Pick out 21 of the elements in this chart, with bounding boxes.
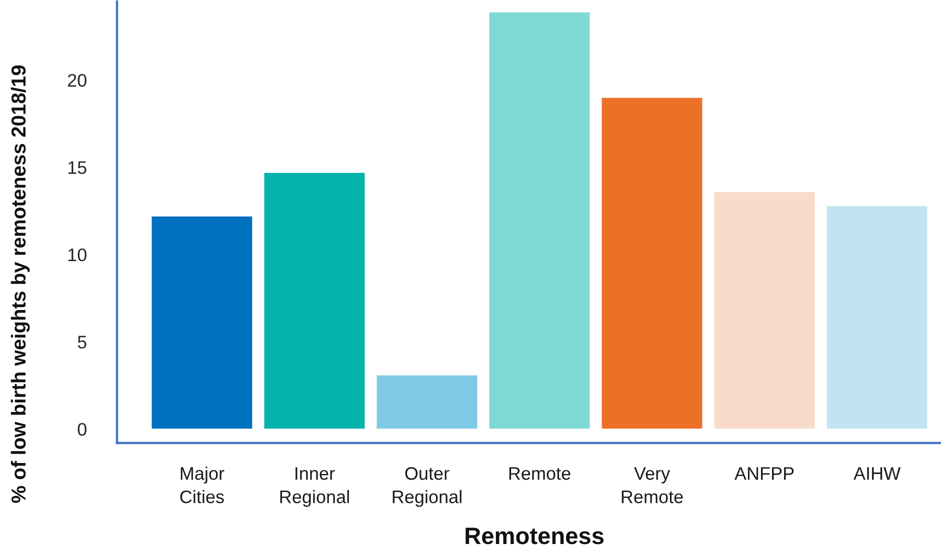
y-tick-label: 5 bbox=[78, 336, 86, 349]
bar bbox=[826, 205, 928, 430]
x-tick-label: Remote bbox=[509, 467, 570, 480]
bar bbox=[376, 374, 478, 430]
x-axis-title: Remoteness bbox=[466, 528, 604, 544]
x-tick-label: Major Cities bbox=[180, 466, 224, 504]
y-tick-label: 10 bbox=[68, 248, 86, 262]
y-tick-label: 15 bbox=[68, 161, 86, 174]
bar bbox=[150, 216, 254, 430]
x-tick-label: AIHW bbox=[854, 467, 901, 480]
x-tick-label: Very Remote bbox=[622, 467, 683, 504]
x-tick-label: Outer Regional bbox=[392, 467, 462, 507]
bar bbox=[600, 97, 704, 430]
bar bbox=[263, 172, 366, 430]
bar bbox=[488, 12, 591, 430]
bar bbox=[713, 191, 816, 430]
y-tick-label: 20 bbox=[68, 74, 86, 87]
x-tick-label: Inner Regional bbox=[280, 467, 349, 507]
y-axis-title: % of low birth weights by remoteness 2018/19 bbox=[10, 65, 30, 503]
x-tick-label: ANFPP bbox=[734, 467, 794, 480]
y-tick-label: 0 bbox=[78, 422, 86, 436]
